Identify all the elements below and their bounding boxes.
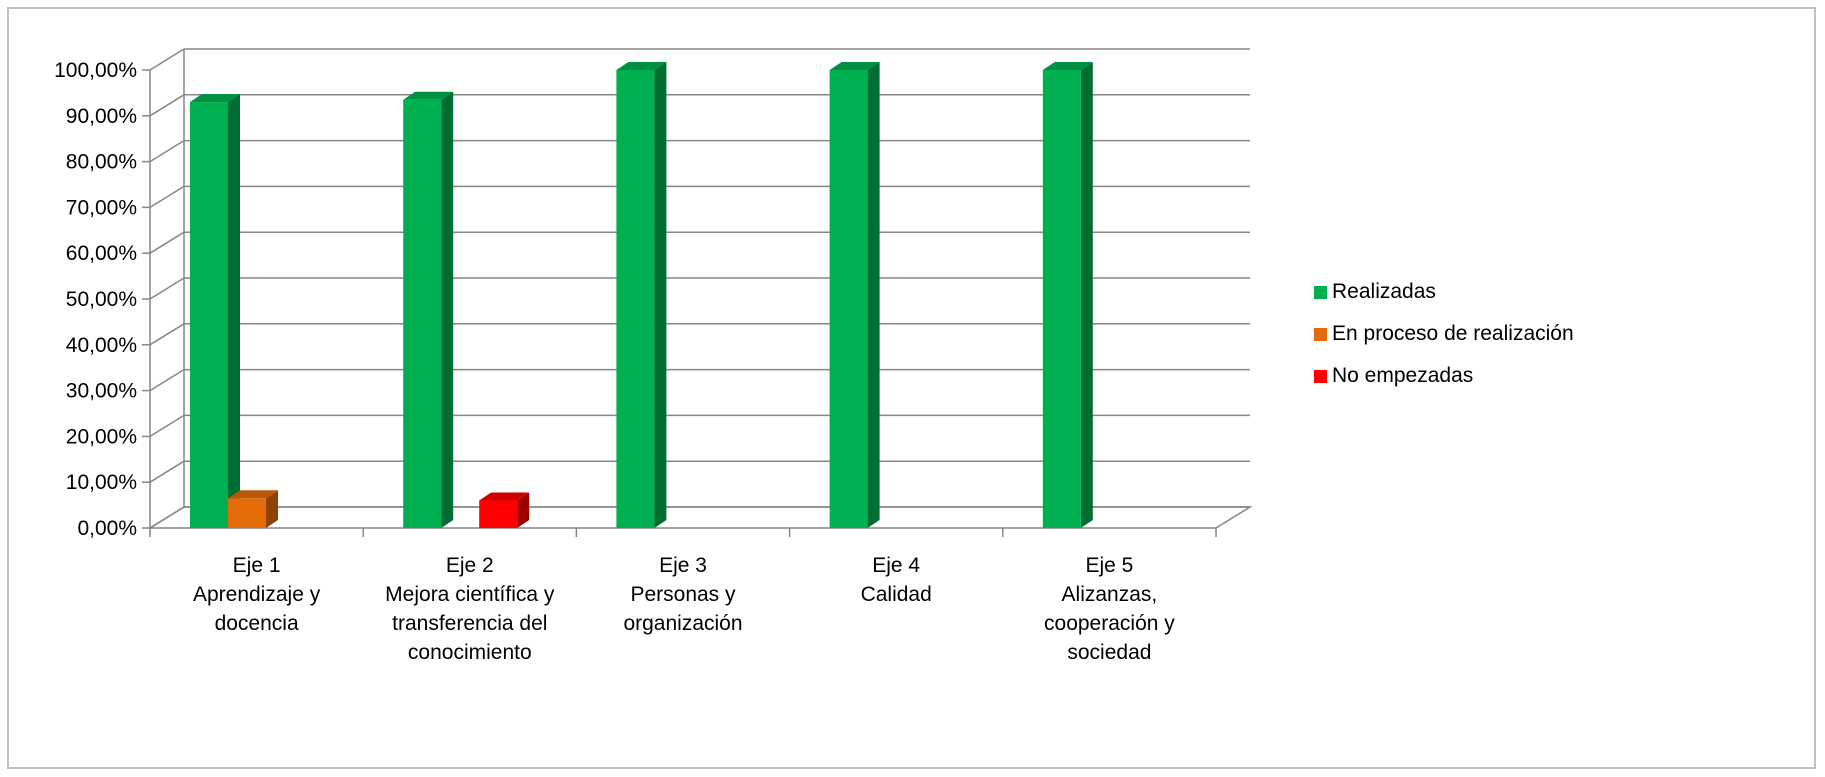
legend-label: En proceso de realización [1332, 322, 1574, 345]
bar-top [829, 62, 880, 70]
legend-swatch [1314, 370, 1327, 383]
bar-front [228, 498, 266, 528]
bar-top [228, 490, 278, 499]
bar-realizadas [829, 62, 880, 528]
x-tick-label-line: Eje 3 [659, 554, 707, 577]
bar-side [517, 492, 530, 528]
bar-side [1080, 62, 1093, 528]
axis-labels: 0,00% 10,00% 20,00% 30,00% 40,00% 50,00% 60,00… [54, 59, 1175, 664]
bar-top [616, 62, 667, 70]
x-tick-label-line: Alizanzas, [1062, 583, 1158, 606]
x-tick-label-line: cooperación y [1044, 612, 1175, 635]
bar-realizadas [190, 94, 240, 528]
y-tick-label: 20,00% [66, 425, 137, 448]
x-tick-label: Eje 1 Aprendizaje y docencia [193, 554, 321, 635]
bar-top [403, 91, 454, 100]
legend-label: Realizadas [1332, 280, 1436, 303]
y-tick-label: 40,00% [66, 334, 137, 357]
bar-side [867, 62, 880, 528]
gridline-side [149, 460, 185, 483]
x-tick-label: Eje 5 Alizanzas, cooperación y sociedad [1044, 554, 1175, 664]
chart-svg: 0,00% 10,00% 20,00% 30,00% 40,00% 50,00% 60,00… [54, 48, 1574, 664]
gridline-side [149, 185, 185, 209]
bar-no-empezadas [479, 492, 530, 528]
y-tick-label: 100,00% [54, 59, 137, 82]
x-tick-label-line: Calidad [861, 583, 932, 606]
x-tick-label-line: Eje 1 [233, 554, 281, 577]
gridline-side [149, 414, 185, 438]
bar-en-proceso-de-realizaci-n [228, 490, 278, 528]
bar-front [829, 70, 868, 528]
legend: Realizadas En proceso de realización No em… [1314, 280, 1574, 387]
bar-realizadas [403, 91, 454, 529]
bar-top [190, 94, 240, 103]
bar-front [190, 102, 228, 528]
bar-side [266, 490, 278, 528]
gridline-side [149, 323, 185, 346]
y-tick-label: 50,00% [66, 288, 137, 311]
x-tick-label: Eje 2 Mejora científica y transferencia de… [385, 554, 555, 664]
y-tick-label: 70,00% [66, 196, 137, 219]
gridline-side [149, 368, 185, 392]
bar-front [1042, 70, 1081, 528]
x-tick-label-line: Eje 5 [1085, 554, 1133, 577]
bar-side [654, 62, 667, 528]
chart-frame: 0,00% 10,00% 20,00% 30,00% 40,00% 50,00% 60,00… [7, 7, 1816, 769]
bar-front [616, 70, 655, 528]
y-tick-label: 30,00% [66, 380, 137, 403]
gridline-side [149, 48, 185, 71]
x-tick-label: Eje 3 Personas y organización [623, 554, 742, 635]
bar-realizadas [1042, 62, 1093, 528]
gridline-side [149, 231, 185, 254]
x-tick-label: Eje 4 Calidad [861, 554, 932, 606]
x-tick-label-line: conocimiento [408, 641, 532, 664]
gridline-side [149, 139, 185, 163]
x-tick-label-line: Mejora científica y [385, 583, 555, 606]
bars [190, 62, 1093, 529]
y-tick-label: 80,00% [66, 151, 137, 174]
x-tick-label-line: docencia [215, 612, 299, 635]
x-tick-label-line: organización [623, 612, 742, 635]
x-tick-label-line: transferencia del [392, 612, 547, 635]
bar-front [403, 99, 442, 529]
legend-label: No empezadas [1332, 364, 1473, 387]
bar-side [441, 91, 454, 529]
legend-swatch [1314, 286, 1327, 299]
legend-swatch [1314, 328, 1327, 341]
y-tick-label: 60,00% [66, 242, 137, 265]
bar-top [479, 492, 530, 501]
bar-side [228, 94, 240, 528]
y-tick-label: 0,00% [77, 517, 137, 540]
bar-front [479, 500, 518, 528]
y-tick-label: 10,00% [66, 471, 137, 494]
gridline-side [149, 277, 185, 300]
x-tick-label-line: Personas y [630, 583, 736, 606]
x-tick-label-line: sociedad [1067, 641, 1151, 664]
bar-realizadas [616, 62, 667, 528]
y-tick-label: 90,00% [66, 105, 137, 128]
gridline-side [149, 94, 185, 117]
bar-top [1042, 62, 1093, 70]
x-tick-label-line: Aprendizaje y [193, 583, 321, 606]
x-tick-label-line: Eje 4 [872, 554, 920, 577]
x-tick-label-line: Eje 2 [446, 554, 494, 577]
